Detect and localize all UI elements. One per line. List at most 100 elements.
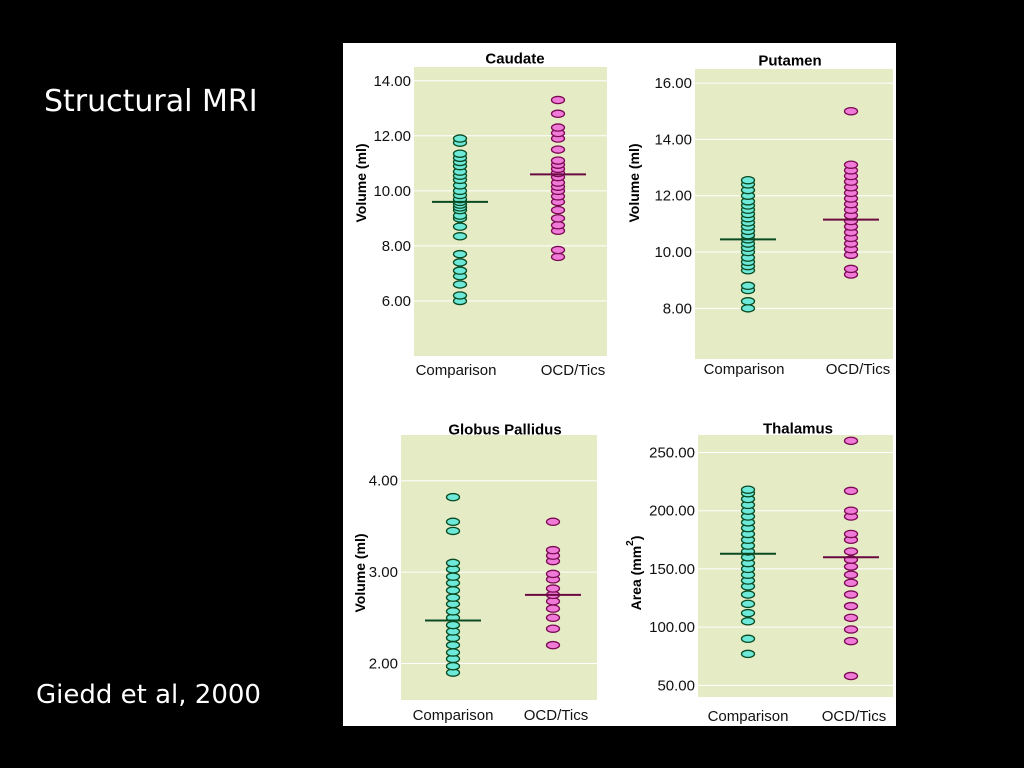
data-point-comparison	[445, 558, 461, 568]
data-point-ocd	[550, 156, 566, 165]
x-category-label: Comparison	[416, 362, 497, 379]
data-point-ocd	[550, 109, 566, 119]
data-point-ocd	[550, 245, 566, 255]
data-point-ocd	[550, 123, 566, 132]
data-point-ocd	[843, 590, 859, 599]
y-axis-label: Volume (ml)	[626, 143, 642, 222]
y-tick-label: 3.00	[369, 564, 398, 581]
data-point-comparison	[740, 175, 756, 185]
data-point-ocd	[843, 671, 859, 681]
chart-title: Thalamus	[763, 420, 833, 437]
plot-area	[414, 67, 607, 356]
data-point-comparison	[740, 599, 756, 609]
data-point-ocd	[843, 160, 859, 169]
y-tick-label: 150.00	[649, 561, 695, 578]
data-point-comparison	[445, 607, 461, 616]
data-point-comparison	[445, 620, 461, 630]
panel-2: Putamen 8.00 10.00 12.00 14.00 16.00 Volume (m…	[626, 52, 893, 378]
data-point-comparison	[445, 661, 461, 671]
data-point-comparison	[452, 232, 468, 241]
chart-title: Caudate	[485, 50, 544, 67]
data-point-comparison	[445, 572, 461, 581]
citation: Giedd et al, 2000	[36, 680, 261, 710]
data-point-ocd	[843, 570, 859, 579]
y-tick-label: 250.00	[649, 444, 695, 461]
data-point-ocd	[550, 221, 566, 230]
y-tick-label: 12.00	[373, 128, 411, 145]
y-tick-label: 200.00	[649, 503, 695, 520]
data-point-comparison	[452, 280, 468, 289]
data-point-ocd	[843, 486, 859, 496]
data-point-ocd	[843, 547, 859, 556]
data-point-ocd	[550, 214, 566, 223]
data-point-ocd	[843, 601, 859, 611]
data-point-ocd	[545, 604, 561, 613]
chart-figure: Caudate 6.00 8.00 10.00 12.00 14.00 Volume (ml…	[352, 50, 893, 725]
data-point-ocd	[545, 624, 561, 633]
y-tick-label: 12.00	[654, 188, 692, 205]
data-point-comparison	[445, 492, 461, 502]
data-point-comparison	[452, 266, 468, 275]
data-point-comparison	[452, 258, 468, 267]
data-point-ocd	[843, 106, 859, 116]
data-point-comparison	[740, 617, 756, 626]
data-point-ocd	[545, 517, 561, 527]
y-axis-label-text: Volume (ml)	[353, 143, 369, 222]
data-point-ocd	[550, 145, 566, 154]
y-tick-label: 10.00	[373, 183, 411, 200]
data-point-comparison	[740, 304, 756, 313]
y-axis-label-superscript: 2	[625, 540, 636, 546]
data-point-comparison	[445, 586, 461, 595]
data-point-ocd	[843, 625, 859, 634]
y-axis-label-text: Volume (ml)	[352, 533, 368, 612]
data-point-ocd	[545, 584, 561, 593]
data-point-comparison	[452, 249, 468, 259]
slide-title: Structural MRI	[44, 84, 258, 119]
panel-3: Globus Pallidus 2.00 3.00 4.00 Volume (ml) Co…	[352, 421, 597, 724]
data-point-comparison	[452, 134, 468, 143]
data-point-ocd	[843, 506, 859, 515]
data-point-ocd	[550, 95, 566, 105]
x-category-label: OCD/Tics	[541, 362, 605, 379]
data-point-ocd	[843, 613, 859, 623]
y-axis-label: Volume (ml)	[353, 143, 369, 222]
data-point-ocd	[545, 613, 561, 623]
data-point-comparison	[445, 526, 461, 536]
data-point-ocd	[843, 529, 859, 539]
y-tick-label: 16.00	[654, 75, 692, 92]
data-point-comparison	[740, 634, 756, 644]
data-point-comparison	[452, 222, 468, 231]
data-point-ocd	[843, 636, 859, 646]
panel-4: Thalamus 50.00 100.00 150.00 200.00 250.00 Are…	[625, 420, 893, 725]
figure-panel: Caudate 6.00 8.00 10.00 12.00 14.00 Volume (ml…	[343, 43, 896, 726]
x-category-label: Comparison	[708, 708, 789, 725]
data-point-comparison	[740, 608, 756, 618]
y-tick-label: 100.00	[649, 619, 695, 636]
x-category-label: Comparison	[704, 361, 785, 378]
y-tick-label: 14.00	[654, 131, 692, 148]
x-category-label: OCD/Tics	[826, 361, 890, 378]
data-point-ocd	[550, 252, 566, 262]
data-point-comparison	[452, 291, 468, 300]
data-point-ocd	[843, 436, 859, 446]
data-point-ocd	[843, 264, 859, 274]
x-category-label: Comparison	[413, 707, 494, 724]
y-tick-label: 4.00	[369, 473, 398, 490]
y-axis-label-tail: )	[628, 536, 644, 541]
data-point-comparison	[740, 281, 756, 291]
data-point-ocd	[843, 578, 859, 588]
data-point-comparison	[445, 640, 461, 650]
y-axis-label-text: Volume (ml)	[626, 143, 642, 222]
data-point-ocd	[545, 569, 561, 579]
x-category-label: OCD/Tics	[822, 708, 886, 725]
plot-area	[695, 69, 893, 359]
plot-area	[698, 435, 893, 697]
y-tick-label: 14.00	[373, 73, 411, 90]
y-axis-label: Area (mm2)	[625, 536, 645, 611]
data-point-comparison	[740, 590, 756, 599]
y-tick-label: 50.00	[657, 677, 695, 694]
data-point-comparison	[445, 648, 461, 657]
y-tick-label: 6.00	[382, 293, 411, 310]
y-axis-label: Volume (ml)	[352, 533, 368, 612]
data-point-ocd	[843, 562, 859, 571]
